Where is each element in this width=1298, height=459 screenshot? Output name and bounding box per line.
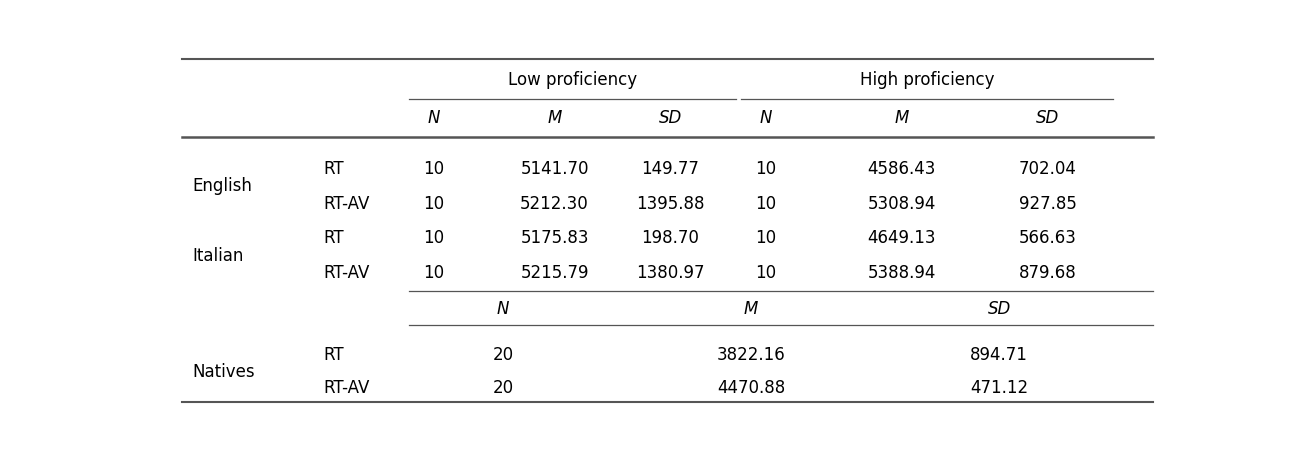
Text: 20: 20 — [492, 346, 514, 364]
Text: 10: 10 — [423, 195, 444, 213]
Text: 4586.43: 4586.43 — [867, 160, 936, 178]
Text: RT-AV: RT-AV — [323, 195, 370, 213]
Text: 4649.13: 4649.13 — [867, 229, 936, 247]
Text: 879.68: 879.68 — [1019, 263, 1076, 281]
Text: N: N — [497, 300, 509, 318]
Text: 894.71: 894.71 — [971, 346, 1028, 364]
Text: SD: SD — [658, 109, 681, 127]
Text: 10: 10 — [755, 229, 776, 247]
Text: 10: 10 — [423, 263, 444, 281]
Text: RT: RT — [323, 160, 344, 178]
Text: 702.04: 702.04 — [1019, 160, 1076, 178]
Text: 10: 10 — [755, 160, 776, 178]
Text: 1395.88: 1395.88 — [636, 195, 705, 213]
Text: 10: 10 — [755, 263, 776, 281]
Text: 5175.83: 5175.83 — [520, 229, 589, 247]
Text: 471.12: 471.12 — [970, 378, 1028, 396]
Text: 10: 10 — [755, 195, 776, 213]
Text: 20: 20 — [492, 378, 514, 396]
Text: 10: 10 — [423, 229, 444, 247]
Text: RT-AV: RT-AV — [323, 378, 370, 396]
Text: 566.63: 566.63 — [1019, 229, 1076, 247]
Text: 5215.79: 5215.79 — [520, 263, 589, 281]
Text: M: M — [548, 109, 562, 127]
Text: Italian: Italian — [192, 246, 244, 264]
Text: 927.85: 927.85 — [1019, 195, 1076, 213]
Text: M: M — [744, 300, 758, 318]
Text: High proficiency: High proficiency — [859, 71, 994, 89]
Text: N: N — [759, 109, 772, 127]
Text: 5388.94: 5388.94 — [867, 263, 936, 281]
Text: English: English — [192, 177, 252, 195]
Text: Natives: Natives — [192, 362, 254, 380]
Text: Low proficiency: Low proficiency — [508, 71, 637, 89]
Text: RT: RT — [323, 346, 344, 364]
Text: RT-AV: RT-AV — [323, 263, 370, 281]
Text: N: N — [427, 109, 440, 127]
Text: SD: SD — [988, 300, 1011, 318]
Text: 4470.88: 4470.88 — [716, 378, 785, 396]
Text: 5141.70: 5141.70 — [520, 160, 589, 178]
Text: 3822.16: 3822.16 — [716, 346, 785, 364]
Text: 5308.94: 5308.94 — [867, 195, 936, 213]
Text: 149.77: 149.77 — [641, 160, 700, 178]
Text: RT: RT — [323, 229, 344, 247]
Text: 10: 10 — [423, 160, 444, 178]
Text: 1380.97: 1380.97 — [636, 263, 705, 281]
Text: 198.70: 198.70 — [641, 229, 700, 247]
Text: 5212.30: 5212.30 — [520, 195, 589, 213]
Text: SD: SD — [1036, 109, 1059, 127]
Text: M: M — [894, 109, 909, 127]
